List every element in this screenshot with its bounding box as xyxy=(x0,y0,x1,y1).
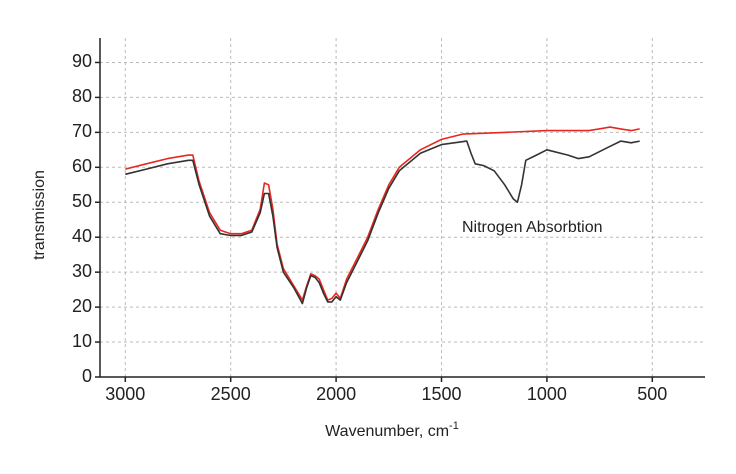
annotation: Nitrogen Absorbtion xyxy=(462,219,603,236)
x-tick-label: 500 xyxy=(637,384,667,404)
y-tick-label: 70 xyxy=(72,121,92,141)
y-tick-label: 80 xyxy=(72,86,92,106)
y-axis-label: transmission xyxy=(31,170,48,260)
x-axis-label-superscript: -1 xyxy=(449,420,459,432)
y-tick-label: 90 xyxy=(72,51,92,71)
y-tick-label: 0 xyxy=(82,366,92,386)
y-tick-label: 30 xyxy=(72,261,92,281)
y-tick-label: 50 xyxy=(72,191,92,211)
x-tick-label: 2000 xyxy=(316,384,356,404)
y-tick-label: 20 xyxy=(72,296,92,316)
y-tick-label: 10 xyxy=(72,331,92,351)
x-tick-label: 1000 xyxy=(527,384,567,404)
x-axis-label-text: Wavenumber, cm xyxy=(325,423,449,440)
x-tick-label: 2500 xyxy=(211,384,251,404)
x-tick-label: 3000 xyxy=(105,384,145,404)
x-axis-label: Wavenumber, cm-1 xyxy=(325,420,459,440)
x-tick-label: 1500 xyxy=(421,384,461,404)
line-series xyxy=(125,140,640,305)
line-series xyxy=(125,126,640,301)
y-tick-label: 60 xyxy=(72,156,92,176)
y-tick-label: 40 xyxy=(72,226,92,246)
